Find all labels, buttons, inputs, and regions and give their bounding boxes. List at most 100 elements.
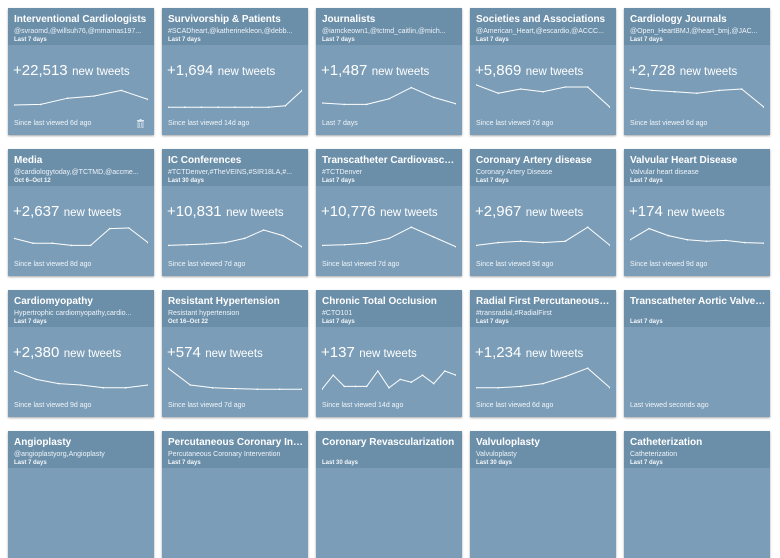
stream-card[interactable]: Coronary Artery disease Coronary Artery … bbox=[470, 149, 616, 276]
count-value: +174 bbox=[629, 203, 663, 220]
card-header: Societies and Associations @American_Hea… bbox=[470, 8, 616, 45]
card-date-range: Last 30 days bbox=[168, 178, 205, 184]
stream-card[interactable]: Transcatheter Cardiovascul... #TCTDenver… bbox=[316, 149, 462, 276]
sparkline-point bbox=[686, 239, 689, 241]
sparkline-point bbox=[586, 367, 589, 369]
stream-card[interactable]: Cardiology Journals @Open_HeartBMJ,@hear… bbox=[624, 8, 770, 135]
stream-card[interactable]: Societies and Associations @American_Hea… bbox=[470, 8, 616, 135]
sparkline-path bbox=[168, 367, 302, 390]
last-viewed-text: Since last viewed 6d ago bbox=[476, 402, 554, 409]
last-viewed-text: Since last viewed 7d ago bbox=[322, 261, 400, 268]
card-subtitle: Hypertrophic cardiomyopathy,cardio... bbox=[14, 310, 132, 317]
card-header: Transcatheter Aortic Valve I... Last 7 d… bbox=[624, 290, 770, 327]
card-date-range: Last 7 days bbox=[168, 460, 201, 466]
stream-card[interactable]: Radial First Percutaneous C... #transrad… bbox=[470, 290, 616, 417]
card-title: Cardiomyopathy bbox=[14, 296, 93, 307]
new-tweets-count: +1,234 new tweets bbox=[475, 344, 583, 362]
card-title: Societies and Associations bbox=[476, 14, 606, 25]
sparkline-point bbox=[189, 384, 192, 386]
new-tweets-count: +174 new tweets bbox=[629, 203, 725, 221]
last-viewed-text: Since last viewed 7d ago bbox=[168, 402, 246, 409]
card-header: Transcatheter Cardiovascul... #TCTDenver… bbox=[316, 149, 462, 186]
card-title: Survivorship & Patients bbox=[168, 14, 281, 25]
sparkline-path bbox=[322, 370, 456, 390]
card-subtitle: #CTO101 bbox=[322, 310, 353, 317]
stream-card[interactable]: Interventional Cardiologists @svraomd,@w… bbox=[8, 8, 154, 135]
new-tweets-count: +137 new tweets bbox=[321, 344, 417, 362]
sparkline-point bbox=[388, 98, 390, 100]
sparkline-point bbox=[14, 370, 15, 372]
card-subtitle: @angioplastyorg,Angioplasty bbox=[14, 451, 105, 458]
card-title: Journalists bbox=[322, 14, 376, 25]
sparkline-point bbox=[476, 244, 477, 247]
stream-card[interactable]: Chronic Total Occlusion #CTO101 Last 7 d… bbox=[316, 290, 462, 417]
sparkline-point bbox=[301, 89, 302, 92]
card-date-range: Last 7 days bbox=[168, 37, 201, 43]
sparkline-point bbox=[432, 96, 435, 99]
card-title: Resistant Hypertension bbox=[168, 296, 280, 307]
stream-card[interactable]: Angioplasty @angioplastyorg,Angioplasty … bbox=[8, 431, 154, 558]
sparkline-point bbox=[284, 105, 287, 107]
card-subtitle: Catheterization bbox=[630, 451, 678, 458]
card-title: Percutaneous Coronary Inte... bbox=[168, 437, 304, 448]
sparkline-point bbox=[609, 106, 610, 108]
last-viewed-text: Since last viewed 9d ago bbox=[14, 402, 92, 409]
sparkline-point bbox=[564, 86, 567, 88]
card-title: Valvuloplasty bbox=[476, 437, 540, 448]
sparkline-point bbox=[432, 382, 435, 385]
stream-card[interactable]: Cardiomyopathy Hypertrophic cardiomyopat… bbox=[8, 290, 154, 417]
card-title: Radial First Percutaneous C... bbox=[476, 296, 612, 307]
tweet-sparkline bbox=[322, 86, 456, 106]
new-tweets-count: +574 new tweets bbox=[167, 344, 263, 362]
sparkline-point bbox=[147, 241, 148, 244]
stream-card[interactable]: Survivorship & Patients #SCADheart,@kath… bbox=[162, 8, 308, 135]
card-title: Valvular Heart Disease bbox=[630, 155, 738, 166]
stream-card[interactable]: Media @cardiologytoday,@TCTMD,@accme... … bbox=[8, 149, 154, 276]
last-viewed-text: Last viewed seconds ago bbox=[630, 402, 709, 409]
sparkline-point bbox=[102, 387, 105, 389]
tweet-sparkline bbox=[168, 89, 302, 108]
card-subtitle: Percutaneous Coronary Intervention bbox=[168, 451, 281, 458]
sparkline-point bbox=[80, 384, 82, 386]
count-label: new tweets bbox=[217, 66, 276, 78]
sparkline-point bbox=[455, 246, 456, 248]
sparkline-point bbox=[343, 385, 346, 388]
card-subtitle: Valvular heart disease bbox=[630, 169, 699, 176]
card-date-range: Last 7 days bbox=[14, 319, 47, 325]
stream-card[interactable]: Resistant Hypertension Resistant hyperte… bbox=[162, 290, 308, 417]
sparkline-point bbox=[476, 84, 477, 86]
tweet-sparkline bbox=[322, 226, 456, 248]
sparkline-point bbox=[519, 240, 522, 242]
sparkline-point bbox=[93, 95, 96, 97]
sparkline-point bbox=[282, 234, 284, 237]
stream-card[interactable]: Transcatheter Aortic Valve I... Last 7 d… bbox=[624, 290, 770, 417]
card-date-range: Last 30 days bbox=[476, 460, 513, 466]
stream-card[interactable]: Coronary Revascularization Last 30 days bbox=[316, 431, 462, 558]
card-date-range: Last 7 days bbox=[322, 37, 355, 43]
stream-card[interactable]: Valvuloplasty Valvuloplasty Last 30 days bbox=[470, 431, 616, 558]
stream-card[interactable]: Percutaneous Coronary Inte... Percutaneo… bbox=[162, 431, 308, 558]
stream-card[interactable]: Valvular Heart Disease Valvular heart di… bbox=[624, 149, 770, 276]
sparkline-point bbox=[705, 240, 708, 242]
stream-card[interactable]: IC Conferences #TCTDenver,#TheVEINS,#SIR… bbox=[162, 149, 308, 276]
sparkline-point bbox=[200, 106, 203, 108]
sparkline-point bbox=[630, 86, 631, 89]
last-viewed-text: Last 7 days bbox=[322, 120, 358, 127]
card-title: IC Conferences bbox=[168, 155, 242, 166]
last-viewed-text: Since last viewed 7d ago bbox=[476, 120, 554, 127]
sparkline-point bbox=[343, 103, 346, 106]
card-header: Survivorship & Patients #SCADheart,@kath… bbox=[162, 8, 308, 45]
sparkline-point bbox=[586, 226, 589, 228]
card-header: Percutaneous Coronary Inte... Percutaneo… bbox=[162, 431, 308, 468]
tweet-sparkline bbox=[630, 86, 764, 108]
sparkline-path bbox=[322, 226, 456, 248]
trash-icon[interactable] bbox=[137, 119, 144, 128]
count-label: new tweets bbox=[205, 348, 263, 360]
new-tweets-count: +2,728 new tweets bbox=[629, 62, 737, 80]
sparkline-point bbox=[519, 88, 522, 90]
sparkline-point bbox=[365, 103, 368, 106]
count-label: new tweets bbox=[679, 66, 738, 78]
stream-card[interactable]: Catheterization Catheterization Last 7 d… bbox=[624, 431, 770, 558]
sparkline-point bbox=[205, 243, 208, 245]
stream-card[interactable]: Journalists @iamckeown1,@tctmd_caitlin,@… bbox=[316, 8, 462, 135]
